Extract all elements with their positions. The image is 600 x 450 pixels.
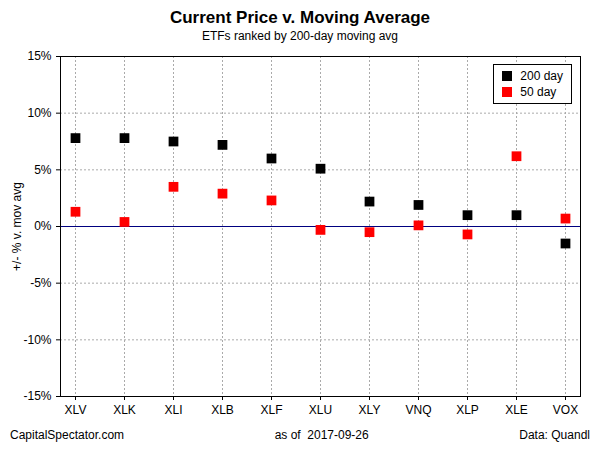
svg-text:XLU: XLU [309,403,332,417]
svg-text:XLB: XLB [211,403,234,417]
svg-text:XLY: XLY [359,403,381,417]
svg-text:0%: 0% [34,219,52,233]
html-text:Current Price v. Moving Averag: Current Price v. Moving Average [169,8,431,27]
svg-text:10%: 10% [27,106,51,120]
svg-text:VOX: VOX [553,403,578,417]
svg-text:XLV: XLV [65,403,87,417]
html-text:50 day: 50 day [520,85,557,99]
svg-text:VNQ: VNQ [405,403,431,417]
svg-text:XLI: XLI [164,403,182,417]
svg-text:-15%: -15% [23,389,51,403]
html-text:200 day: 200 day [520,69,563,83]
svg-text:-10%: -10% [23,333,51,347]
svg-text:15%: 15% [27,49,51,63]
html-text:ETFs ranked by 200-day moving: ETFs ranked by 200-day moving avg [201,29,398,43]
html-text:Data: Quandl: Data: Quandl [519,428,590,442]
svg-text:XLF: XLF [260,403,282,417]
html-text:CapitalSpectator.com: CapitalSpectator.com [10,428,125,442]
svg-text:XLE: XLE [505,403,528,417]
svg-text:XLP: XLP [456,403,479,417]
svg-text:XLK: XLK [113,403,136,417]
svg-text:5%: 5% [34,163,52,177]
html-text:as of 2017-09-26: as of 2017-09-26 [274,428,369,442]
svg-text:-5%: -5% [30,276,52,290]
svg-text:+/- % v. mov avg: +/- % v. mov avg [10,182,24,271]
